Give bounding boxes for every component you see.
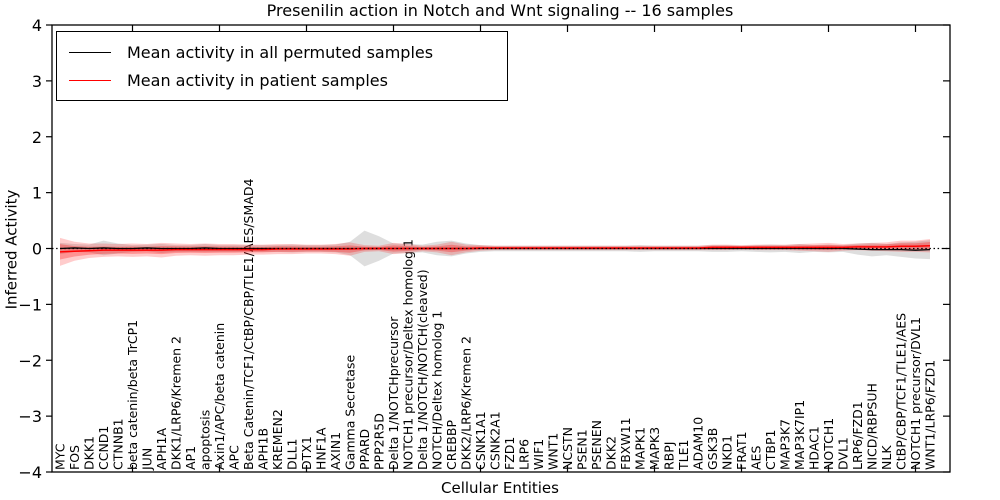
x-category-label: DKK2/LRP6/Kremen 2 bbox=[459, 336, 474, 470]
x-category-label: PSEN1 bbox=[575, 429, 590, 470]
x-category-label: MAPK1 bbox=[633, 427, 648, 470]
x-category-label: MAPK3 bbox=[647, 427, 662, 470]
x-category-label: HDAC1 bbox=[807, 426, 822, 470]
x-category-label: DTX1 bbox=[299, 436, 314, 470]
x-category-label: CTBP1 bbox=[763, 430, 778, 470]
x-category-label: KREMEN2 bbox=[270, 409, 285, 470]
y-tick-label: 0 bbox=[32, 240, 42, 259]
y-tick-label: 4 bbox=[32, 16, 42, 35]
x-category-label: PPP2R5D bbox=[372, 413, 387, 470]
x-category-label: FRAT1 bbox=[734, 431, 749, 470]
x-category-label: APH1A bbox=[154, 428, 169, 470]
legend-label-patient: Mean activity in patient samples bbox=[127, 70, 388, 90]
x-category-label: WNT1/LRP6/FZD1 bbox=[923, 360, 938, 470]
x-category-label: NOTCH/Deltex homolog 1 bbox=[430, 311, 445, 470]
x-category-label: MAP3K7 bbox=[778, 419, 793, 470]
x-category-label: Delta 1/NOTCH/NOTCH(cleaved) bbox=[415, 269, 430, 470]
x-category-label: FBXW11 bbox=[618, 417, 633, 470]
x-category-label: DKK2 bbox=[604, 436, 619, 470]
y-tick-label: −1 bbox=[18, 295, 42, 314]
x-category-label: GSK3B bbox=[705, 428, 720, 470]
x-category-label: FZD1 bbox=[502, 437, 517, 470]
y-tick-label: 1 bbox=[32, 184, 42, 203]
x-category-label: HNF1A bbox=[314, 427, 329, 470]
legend-label-permuted: Mean activity in all permuted samples bbox=[127, 42, 434, 62]
x-category-label: AXIN1 bbox=[328, 432, 343, 470]
x-axis-ticks bbox=[131, 25, 917, 472]
chart-title: Presenilin action in Notch and Wnt signa… bbox=[266, 1, 734, 20]
x-category-label: PSENEN bbox=[589, 420, 604, 470]
x-category-label: DVL1 bbox=[836, 437, 851, 470]
legend-item-permuted: Mean activity in all permuted samples bbox=[69, 38, 507, 66]
x-category-label: JUN bbox=[140, 448, 155, 471]
x-category-label: NLK bbox=[879, 445, 894, 470]
x-category-label: AP1 bbox=[183, 446, 198, 470]
x-category-label: CSNK2A1 bbox=[488, 411, 503, 470]
y-tick-label: −3 bbox=[18, 407, 42, 426]
x-category-label: NOTCH1 precursor/DVL1 bbox=[908, 317, 923, 470]
x-category-label: CREBBP bbox=[444, 420, 459, 470]
legend-line-patient bbox=[69, 79, 111, 81]
y-tick-label: 2 bbox=[32, 128, 42, 147]
x-category-label: Axin1/APC/beta catenin bbox=[212, 323, 227, 470]
x-category-label: Beta Catenin/TCF1/CtBP/CBP/TLE1/AES/SMAD… bbox=[241, 179, 256, 470]
y-tick-label: −2 bbox=[18, 351, 42, 370]
x-category-label: NOTCH1 bbox=[821, 418, 836, 470]
patient-band-outer bbox=[60, 237, 930, 266]
y-tick-label: 3 bbox=[32, 72, 42, 91]
x-category-label: MYC bbox=[53, 443, 68, 470]
x-category-labels: MYC FOS DKK1 CCND1 CTNNB1 beta catenin/beta T… bbox=[53, 179, 938, 471]
x-category-label: apoptosis bbox=[198, 410, 213, 470]
x-category-label: NKD1 bbox=[720, 435, 735, 470]
x-category-label: CSNK1A1 bbox=[473, 411, 488, 470]
patient-band-inner bbox=[60, 242, 930, 260]
x-category-label: MAP3K7IP1 bbox=[792, 400, 807, 470]
x-category-label: LRP6/FZD1 bbox=[850, 401, 865, 470]
legend-item-patient: Mean activity in patient samples bbox=[69, 66, 507, 94]
legend-line-permuted bbox=[69, 51, 111, 53]
y-axis-ticks: −4 −3 −2 −1 0 1 2 3 4 bbox=[18, 16, 950, 482]
x-category-label: PPARD bbox=[357, 429, 372, 470]
y-tick-label: −4 bbox=[18, 463, 42, 482]
x-category-label: FOS bbox=[67, 445, 82, 470]
x-category-label: LRP6 bbox=[517, 439, 532, 470]
legend: Mean activity in all permuted samples Me… bbox=[56, 31, 508, 101]
x-category-label: CTNNB1 bbox=[111, 418, 126, 470]
x-category-label: NOTCH1 precursor/Deltex homolog 1 bbox=[401, 239, 416, 470]
x-category-label: DKK1 bbox=[82, 436, 97, 470]
x-category-label: CtBP/CBP/TCF1/TLE1/AES bbox=[894, 313, 909, 470]
x-category-label: APH1B bbox=[256, 428, 271, 470]
x-category-label: DLL1 bbox=[285, 438, 300, 470]
x-axis-label: Cellular Entities bbox=[441, 479, 559, 497]
x-category-label: ADAM10 bbox=[691, 417, 706, 470]
x-category-label: Delta 1/NOTCHprecursor bbox=[386, 316, 401, 470]
x-category-label: TLE1 bbox=[676, 440, 691, 471]
x-category-label: NCSTN bbox=[560, 427, 575, 470]
x-category-label: WNT1 bbox=[546, 433, 561, 470]
x-category-label: Gamma Secretase bbox=[343, 355, 358, 470]
x-category-label: NICD/RBPSUH bbox=[865, 383, 880, 470]
x-category-label: APC bbox=[227, 445, 242, 470]
y-axis-label: Inferred Activity bbox=[2, 189, 21, 310]
x-category-label: DKK1/LRP6/Kremen 2 bbox=[169, 336, 184, 470]
x-category-label: CCND1 bbox=[96, 426, 111, 470]
x-category-label: beta catenin/beta TrCP1 bbox=[125, 320, 140, 470]
x-category-label: AES bbox=[749, 446, 764, 470]
x-category-label: RBPJ bbox=[662, 442, 677, 471]
x-category-label: WIF1 bbox=[531, 439, 546, 470]
